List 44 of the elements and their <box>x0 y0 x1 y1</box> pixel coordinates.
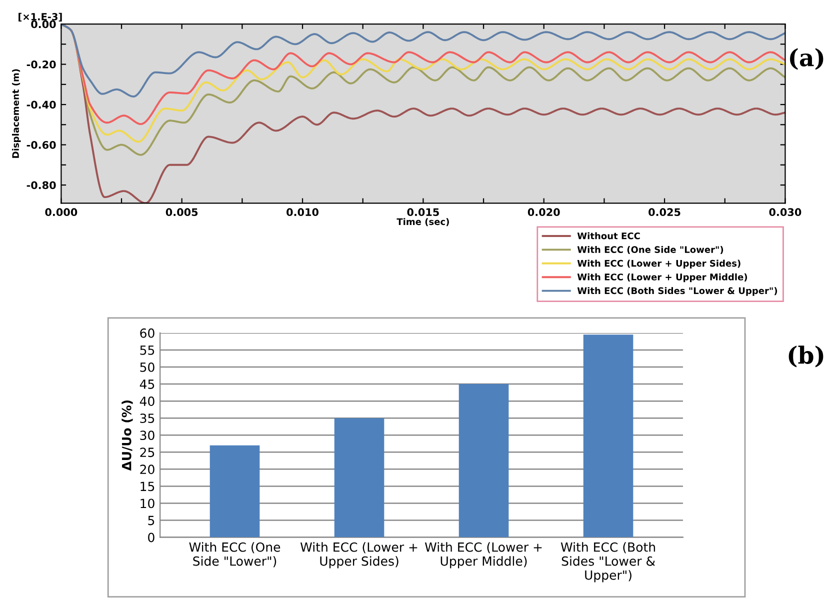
legend-label: With ECC (Both Sides "Lower & Upper") <box>577 287 778 296</box>
text: [×1.E-3] <box>18 12 62 22</box>
y-tick-label: 50 <box>140 362 154 372</box>
bar <box>334 418 384 538</box>
bar <box>458 384 509 538</box>
x-tick-label: 0.000 <box>45 208 78 216</box>
x-tick-label: With ECC (Both Sides "Lower & Upper") <box>560 542 656 582</box>
y-tick-label: 5 <box>148 516 154 526</box>
y-axis-title: ΔU/Uo (%) <box>122 400 133 471</box>
legend-label: With ECC (One Side "Lower") <box>577 246 724 254</box>
text: (b) <box>788 346 824 368</box>
legend-label: With ECC (Lower + Upper Sides) <box>577 260 740 268</box>
x-tick-label: 0.015 <box>407 208 439 216</box>
y-tick-label: 10 <box>140 498 154 508</box>
y-tick-label: 20 <box>140 464 154 474</box>
x-tick-label: With ECC (One Side "Lower") <box>189 542 280 568</box>
x-tick-label: 0.010 <box>286 208 318 216</box>
y-tick-label: 55 <box>140 346 154 355</box>
y-tick-label: -0.80 <box>26 181 56 190</box>
y-axis-title: Displacement (m) <box>12 69 21 158</box>
x-tick-label: 0.005 <box>166 208 198 216</box>
x-tick-label: With ECC (Lower + Upper Middle) <box>424 542 542 568</box>
y-tick-label: 15 <box>140 482 154 492</box>
legend-label: Without ECC <box>577 232 640 240</box>
bar <box>210 445 260 538</box>
x-tick-label: 0.020 <box>528 208 560 216</box>
y-tick-label: 35 <box>140 414 154 424</box>
x-axis-title: Time (sec) <box>396 218 449 226</box>
y-tick-label: 40 <box>140 396 154 406</box>
y-tick-label: -0.60 <box>26 141 56 149</box>
y-tick-label: 30 <box>140 430 154 440</box>
y-tick-label: -0.20 <box>26 60 56 68</box>
y-tick-label: 25 <box>140 448 154 458</box>
y-tick-label: 60 <box>140 328 154 338</box>
y-tick-label: 0.00 <box>31 20 56 28</box>
legend-label: With ECC (Lower + Upper Middle) <box>577 273 747 282</box>
y-tick-label: -0.40 <box>26 100 56 109</box>
x-tick-label: 0.025 <box>648 208 680 216</box>
y-tick-label: 45 <box>140 380 154 389</box>
text: (a) <box>790 48 824 70</box>
bar <box>583 334 634 538</box>
y-tick-label: 0 <box>148 532 154 542</box>
x-tick-label: 0.030 <box>769 208 802 216</box>
x-tick-label: With ECC (Lower + Upper Sides) <box>300 542 418 568</box>
